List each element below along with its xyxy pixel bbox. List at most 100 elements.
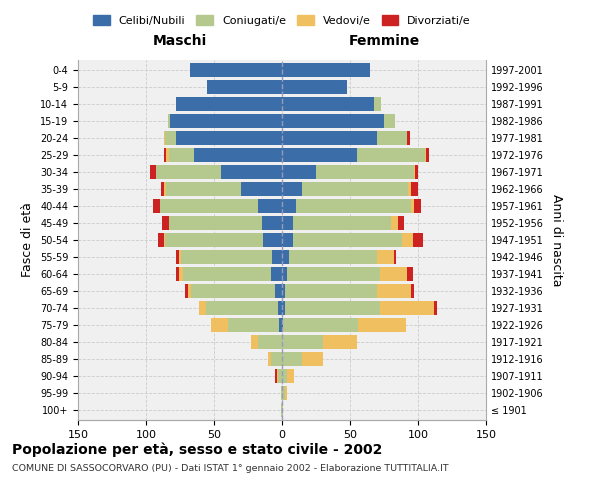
Bar <box>170 114 282 128</box>
Bar <box>191 284 275 298</box>
Bar <box>414 199 421 213</box>
Bar <box>411 182 418 196</box>
Bar <box>289 250 377 264</box>
Bar <box>176 250 179 264</box>
Bar <box>271 352 282 366</box>
Bar <box>282 352 302 366</box>
Bar <box>282 233 293 247</box>
Bar <box>164 233 165 247</box>
Bar <box>358 318 406 332</box>
Bar <box>282 216 293 230</box>
Bar <box>211 318 227 332</box>
Bar <box>282 318 283 332</box>
Bar <box>282 182 302 196</box>
Bar <box>179 267 183 281</box>
Bar <box>401 233 413 247</box>
Bar <box>414 165 415 179</box>
Bar <box>176 131 282 145</box>
Bar <box>377 284 411 298</box>
Bar <box>271 267 282 281</box>
Text: Femmine: Femmine <box>349 34 419 48</box>
Bar <box>282 267 287 281</box>
Bar <box>272 250 282 264</box>
Bar <box>164 182 166 196</box>
Legend: Celibi/Nubili, Coniugati/e, Vedovi/e, Divorziati/e: Celibi/Nubili, Coniugati/e, Vedovi/e, Di… <box>89 10 475 30</box>
Bar <box>282 165 316 179</box>
Y-axis label: Fasce di età: Fasce di età <box>22 202 34 278</box>
Bar <box>285 284 377 298</box>
Bar <box>257 199 282 213</box>
Bar <box>409 182 411 196</box>
Bar <box>411 199 414 213</box>
Bar <box>282 199 296 213</box>
Bar <box>282 284 285 298</box>
Bar <box>302 352 323 366</box>
Bar <box>377 250 394 264</box>
Bar <box>285 386 287 400</box>
Bar <box>413 233 424 247</box>
Bar <box>275 369 277 383</box>
Bar <box>323 335 357 349</box>
Bar <box>165 233 263 247</box>
Bar <box>282 301 285 315</box>
Bar <box>176 267 179 281</box>
Bar <box>275 284 282 298</box>
Bar <box>185 284 188 298</box>
Bar <box>190 63 282 77</box>
Bar <box>199 301 206 315</box>
Text: Popolazione per età, sesso e stato civile - 2002: Popolazione per età, sesso e stato civil… <box>12 442 382 457</box>
Bar <box>302 182 409 196</box>
Bar <box>155 165 221 179</box>
Bar <box>282 114 384 128</box>
Bar <box>374 97 381 111</box>
Bar <box>227 318 279 332</box>
Bar <box>287 369 294 383</box>
Bar <box>257 335 282 349</box>
Bar <box>206 301 278 315</box>
Text: COMUNE DI SASSOCORVARO (PU) - Dati ISTAT 1° gennaio 2002 - Elaborazione TUTTITAL: COMUNE DI SASSOCORVARO (PU) - Dati ISTAT… <box>12 464 449 473</box>
Bar <box>282 335 323 349</box>
Bar <box>411 284 414 298</box>
Bar <box>176 97 282 111</box>
Bar <box>251 335 257 349</box>
Bar <box>296 199 411 213</box>
Bar <box>282 250 289 264</box>
Bar <box>262 216 282 230</box>
Bar <box>160 199 257 213</box>
Bar <box>316 165 414 179</box>
Bar <box>380 267 407 281</box>
Bar <box>282 403 283 417</box>
Bar <box>391 216 398 230</box>
Bar <box>207 80 282 94</box>
Bar <box>282 131 377 145</box>
Bar <box>281 386 282 400</box>
Y-axis label: Anni di nascita: Anni di nascita <box>550 194 563 286</box>
Bar <box>183 267 271 281</box>
Bar <box>268 352 271 366</box>
Bar <box>163 216 169 230</box>
Bar <box>282 97 374 111</box>
Bar <box>293 233 401 247</box>
Bar <box>384 114 395 128</box>
Bar <box>158 233 164 247</box>
Bar <box>166 182 241 196</box>
Bar <box>426 148 429 162</box>
Bar <box>285 301 380 315</box>
Bar <box>181 250 272 264</box>
Bar <box>164 148 166 162</box>
Bar <box>150 165 155 179</box>
Bar <box>179 250 181 264</box>
Bar <box>282 386 285 400</box>
Bar <box>434 301 437 315</box>
Bar <box>282 63 370 77</box>
Bar <box>165 131 176 145</box>
Bar <box>241 182 282 196</box>
Bar <box>153 199 160 213</box>
Bar <box>407 131 410 145</box>
Bar <box>263 233 282 247</box>
Text: Maschi: Maschi <box>153 34 207 48</box>
Bar <box>221 165 282 179</box>
Bar <box>283 318 358 332</box>
Bar <box>169 148 194 162</box>
Bar <box>282 80 347 94</box>
